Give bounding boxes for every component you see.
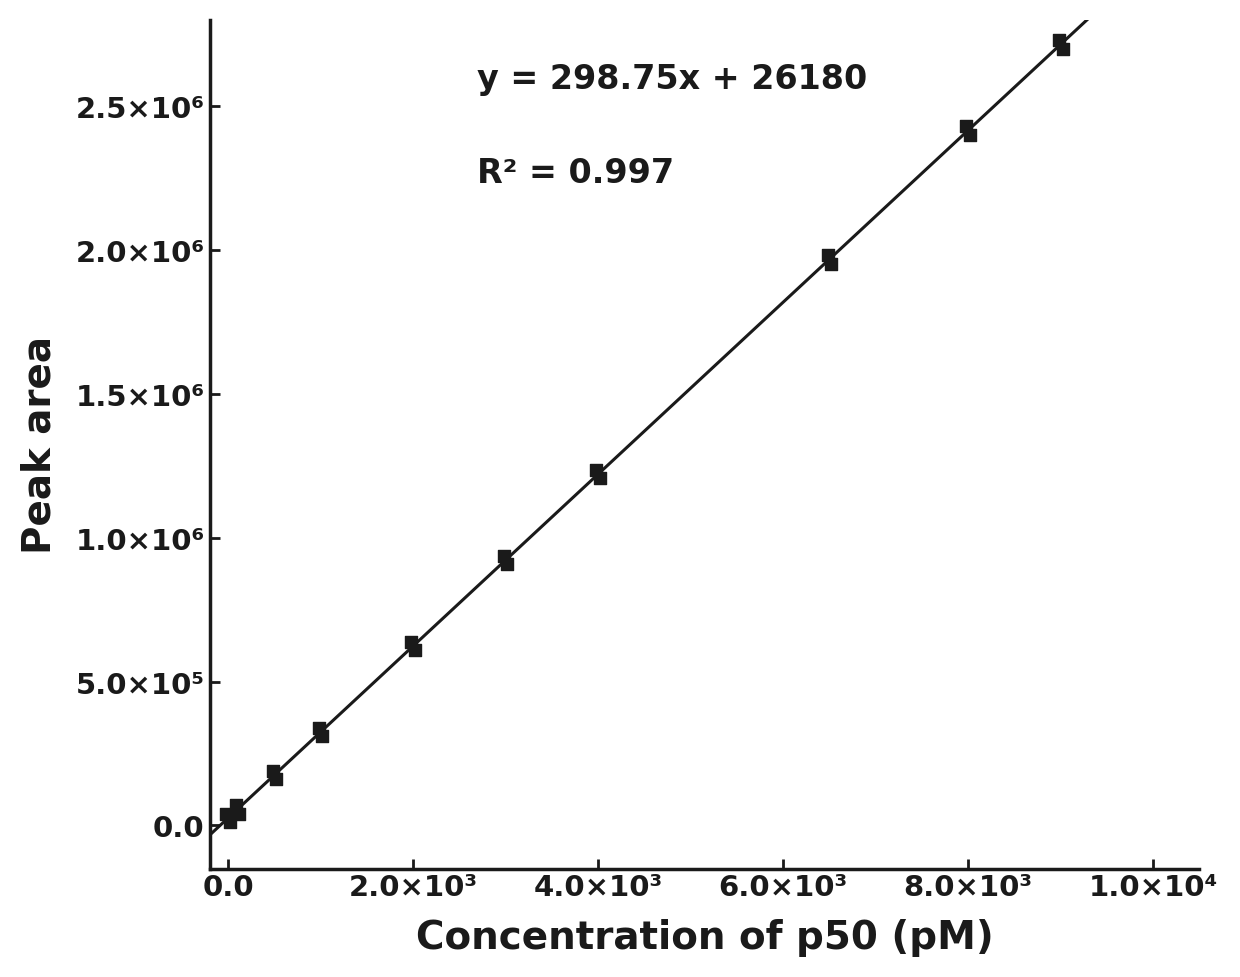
Point (587, 462, 606, 478)
Point (1049, 33, 1069, 49)
Text: y = 298.75x + 26180: y = 298.75x + 26180 (477, 64, 867, 96)
Point (267, 772, 286, 787)
Point (1053, 42, 1073, 58)
Point (226, 797, 246, 813)
Point (405, 643, 425, 658)
Point (817, 248, 837, 264)
Point (229, 806, 249, 822)
Point (821, 256, 841, 272)
Point (263, 763, 283, 779)
Point (309, 720, 329, 736)
Y-axis label: Peak area: Peak area (21, 336, 58, 554)
Point (219, 815, 239, 830)
Point (497, 557, 517, 573)
Point (402, 634, 422, 650)
Text: R² = 0.997: R² = 0.997 (477, 156, 675, 190)
Point (494, 548, 513, 564)
Point (216, 806, 236, 822)
Point (956, 119, 976, 135)
X-axis label: Concentration of p50 (pM): Concentration of p50 (pM) (415, 918, 993, 956)
Point (312, 729, 332, 744)
Point (590, 471, 610, 487)
Point (960, 128, 980, 144)
